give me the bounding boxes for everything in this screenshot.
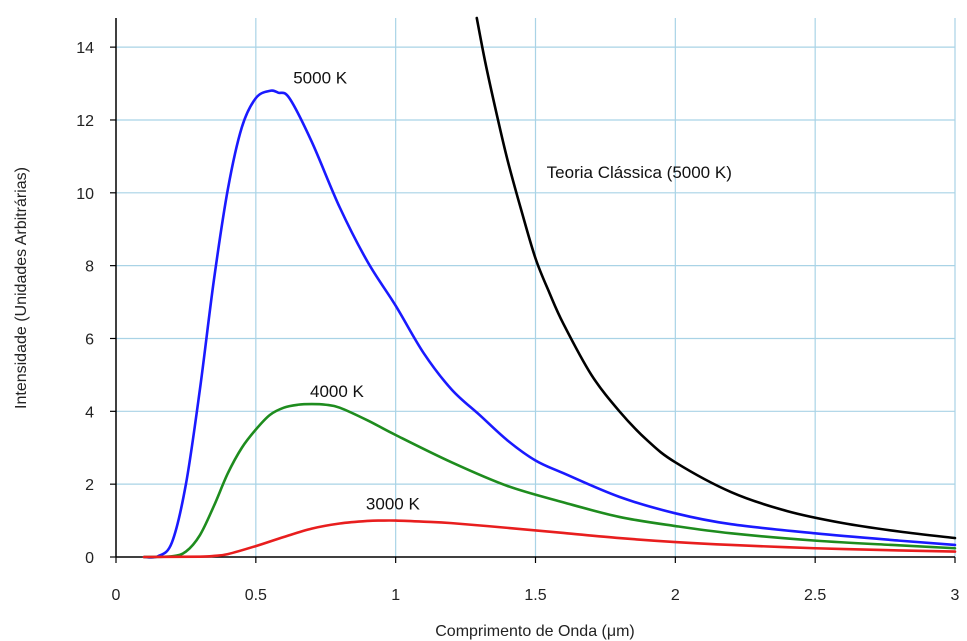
grid <box>116 18 956 557</box>
curve-label: 4000 K <box>310 382 365 401</box>
y-tick-label: 8 <box>85 259 94 276</box>
x-tick-label: 0.5 <box>245 587 267 604</box>
x-axis-title: Comprimento de Onda (μm) <box>435 623 635 640</box>
curve-label: Teoria Clássica (5000 K) <box>547 163 732 182</box>
x-tick-label: 1.5 <box>524 587 546 604</box>
x-tick-label: 1 <box>391 587 400 604</box>
series-line-teoria-cl-ssica-5000-k <box>475 16 957 540</box>
series-line-5000-k <box>142 89 957 559</box>
x-tick-label: 0 <box>112 587 121 604</box>
x-tick-label: 3 <box>951 587 960 604</box>
y-axis-title: Intensidade (Unidades Arbitrárias) <box>13 167 30 409</box>
x-tick-label: 2.5 <box>804 587 826 604</box>
curve-labels: 5000 K 4000 K 3000 K Teoria Clássica (5000 … <box>293 69 732 514</box>
y-tick-label: 2 <box>85 477 94 494</box>
curve-label: 3000 K <box>366 495 421 514</box>
y-tick-label: 4 <box>85 404 94 421</box>
ticks: 0 0.5 1 1.5 2 2.5 3 0 2 4 6 8 10 12 14 <box>76 40 959 604</box>
y-tick-label: 6 <box>85 331 94 348</box>
y-tick-label: 0 <box>85 550 94 567</box>
y-tick-label: 10 <box>76 186 94 203</box>
curve-label: 5000 K <box>293 69 348 88</box>
series-line-3000-k <box>142 519 957 559</box>
y-tick-label: 14 <box>76 40 94 57</box>
x-tick-label: 2 <box>671 587 680 604</box>
y-tick-label: 12 <box>76 113 94 130</box>
series-line-4000-k <box>142 402 957 559</box>
series-lines <box>142 16 957 559</box>
